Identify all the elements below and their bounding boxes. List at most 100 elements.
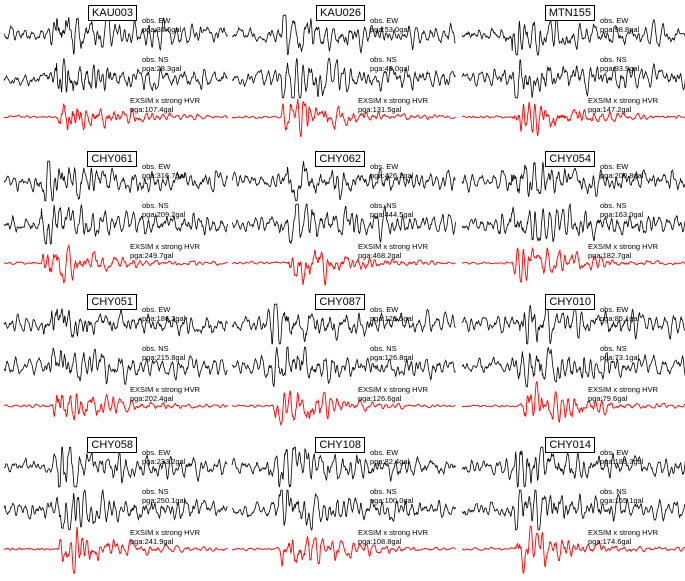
trace-label: obs. EW pga:316.7gal: [142, 162, 185, 180]
series-name: obs. NS: [142, 344, 169, 353]
waveform-plot: [461, 13, 685, 136]
series-name: EXSIM x strong HVR: [130, 385, 201, 394]
pga-value: pga:182.7gal: [588, 251, 632, 260]
series-line-obs-ew: [461, 303, 685, 345]
waveform-panel-chy061: CHY061 obs. EW pga:316.7gal obs. NS pga:209.…: [2, 148, 230, 293]
pga-value: pga:468.2gal: [358, 251, 402, 260]
pga-value: pga:98.8gal: [600, 25, 640, 34]
series-name: EXSIM x strong HVR: [358, 242, 429, 251]
series-line-obs-ns: [3, 488, 228, 531]
trace-label: obs. NS pga:163.0gal: [600, 201, 643, 219]
pga-value: pga:147.2gal: [588, 105, 632, 114]
pga-value: pga:185.3gal: [600, 457, 644, 466]
series-line-obs-ew: [461, 13, 685, 56]
series-name: obs. EW: [600, 305, 629, 314]
series-line-exsim: [461, 381, 685, 423]
pga-value: pga:100.0gal: [370, 496, 414, 505]
series-name: obs. NS: [370, 487, 397, 496]
series-line-obs-ew: [461, 446, 685, 488]
waveform-plot: [461, 303, 685, 423]
pga-value: pga:209.2gal: [142, 210, 186, 219]
series-line-exsim: [461, 246, 685, 283]
waveform-panel-chy087: CHY087 obs. EW pga:126.5gal obs. NS pga:126.…: [230, 291, 458, 436]
series-name: obs. EW: [142, 162, 171, 171]
series-line-obs-ew: [3, 14, 228, 55]
series-line-obs-ns: [231, 489, 456, 531]
pga-value: pga:249.7gal: [130, 251, 174, 260]
series-name: obs. EW: [600, 16, 629, 25]
pga-value: pga:85.1gal: [600, 314, 640, 323]
series-line-exsim: [461, 101, 685, 136]
waveform-panel-chy054: CHY054 obs. EW pga:200.8gal obs. NS pga:163.…: [460, 148, 685, 293]
series-line-exsim: [461, 525, 685, 574]
station-label: MTN155: [544, 5, 595, 21]
series-name: EXSIM x strong HVR: [358, 528, 429, 537]
series-name: EXSIM x strong HVR: [358, 385, 429, 394]
series-line-obs-ns: [461, 347, 685, 388]
trace-label: EXSIM x strong HVR pga:182.7gal: [588, 242, 658, 260]
trace-label: obs. EW pga:82.4gal: [370, 448, 409, 466]
series-line-exsim: [3, 102, 228, 131]
station-label: CHY062: [315, 151, 365, 167]
waveform-plot: [3, 307, 228, 422]
pga-value: pga:202.4gal: [130, 394, 174, 403]
trace-label: obs. EW pga:233.2gal: [142, 448, 185, 466]
trace-label: EXSIM x strong HVR pga:241.9gal: [130, 528, 200, 546]
pga-value: pga:233.2gal: [142, 457, 186, 466]
station-label: CHY014: [545, 437, 595, 453]
trace-label: obs. EW pga:185.3gal: [600, 448, 643, 466]
series-line-obs-ns: [3, 347, 228, 385]
trace-label: obs. NS pga:250.1gal: [142, 487, 185, 505]
waveform-panel-chy051: CHY051 obs. EW pga:186.2gal obs. NS pga:215.…: [2, 291, 230, 436]
series-line-obs-ew: [3, 446, 228, 488]
station-label: KAU003: [88, 5, 137, 21]
series-line-exsim: [3, 243, 228, 284]
trace-label: EXSIM x strong HVR pga:131.5gal: [358, 96, 428, 114]
series-name: obs. NS: [600, 487, 627, 496]
series-name: obs. EW: [370, 162, 399, 171]
series-name: obs. EW: [370, 448, 399, 457]
trace-label: EXSIM x strong HVR pga:107.4gal: [130, 96, 200, 114]
trace-label: obs. EW pga:53.0gal: [370, 16, 409, 34]
trace-label: EXSIM x strong HVR pga:79.6gal: [588, 385, 658, 403]
waveform-plot: [231, 14, 456, 137]
pga-value: pga:73.1gal: [600, 353, 640, 362]
series-name: EXSIM x strong HVR: [588, 242, 659, 251]
series-name: obs. NS: [370, 201, 397, 210]
series-name: obs. NS: [370, 55, 397, 64]
waveform-panel-chy058: CHY058 obs. EW pga:233.2gal obs. NS pga:250.…: [2, 434, 230, 579]
pga-value: pga:53.0gal: [370, 25, 410, 34]
series-line-obs-ew: [231, 446, 456, 488]
series-name: obs. EW: [600, 448, 629, 457]
waveform-plot: [231, 161, 456, 286]
trace-label: EXSIM x strong HVR pga:126.6gal: [358, 385, 428, 403]
series-line-obs-ns: [231, 346, 456, 387]
trace-label: obs. NS pga:40.0gal: [370, 55, 409, 73]
series-name: obs. NS: [370, 344, 397, 353]
series-line-obs-ns: [3, 58, 228, 93]
trace-label: obs. NS pga:28.3gal: [142, 55, 181, 73]
pga-value: pga:38.6gal: [142, 25, 182, 34]
trace-label: obs. NS pga:100.0gal: [370, 487, 413, 505]
series-line-obs-ns: [231, 57, 456, 99]
pga-value: pga:126.5gal: [370, 314, 414, 323]
series-line-obs-ns: [3, 204, 228, 245]
series-line-exsim: [231, 249, 456, 286]
series-name: obs. EW: [600, 162, 629, 171]
series-line-obs-ew: [3, 160, 228, 202]
pga-value: pga:108.8gal: [358, 537, 402, 546]
pga-value: pga:131.5gal: [358, 105, 402, 114]
series-line-exsim: [231, 99, 456, 137]
trace-label: EXSIM x strong HVR pga:174.6gal: [588, 528, 658, 546]
series-name: obs. EW: [142, 448, 171, 457]
pga-value: pga:250.1gal: [142, 496, 186, 505]
station-label: CHY058: [87, 437, 137, 453]
pga-value: pga:82.4gal: [370, 457, 410, 466]
series-line-obs-ew: [3, 307, 228, 338]
series-line-exsim: [231, 390, 456, 426]
pga-value: pga:316.7gal: [142, 171, 186, 180]
series-name: EXSIM x strong HVR: [130, 528, 201, 537]
waveform-panel-chy108: CHY108 obs. EW pga:82.4gal obs. NS pga:100.0…: [230, 434, 458, 579]
series-name: obs. EW: [142, 16, 171, 25]
